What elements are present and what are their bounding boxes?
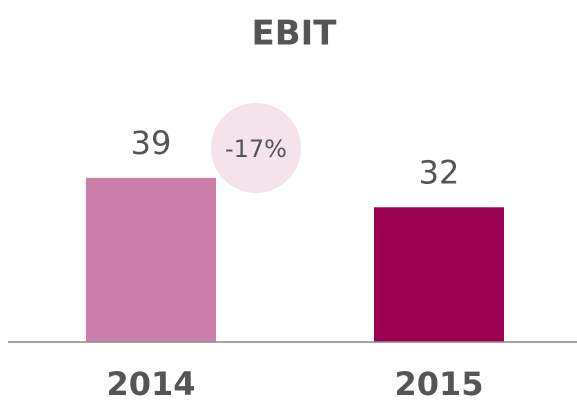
bar [86, 177, 216, 342]
chart-title: EBIT [252, 14, 338, 54]
annotation-bubble [211, 103, 301, 193]
x-tick-label: 2014 [106, 365, 195, 403]
value-label: 39 [131, 124, 172, 162]
value-label: 32 [419, 153, 460, 191]
x-tick-label: 2015 [394, 365, 483, 403]
bar [374, 207, 504, 342]
annotation: -17% [225, 135, 287, 163]
